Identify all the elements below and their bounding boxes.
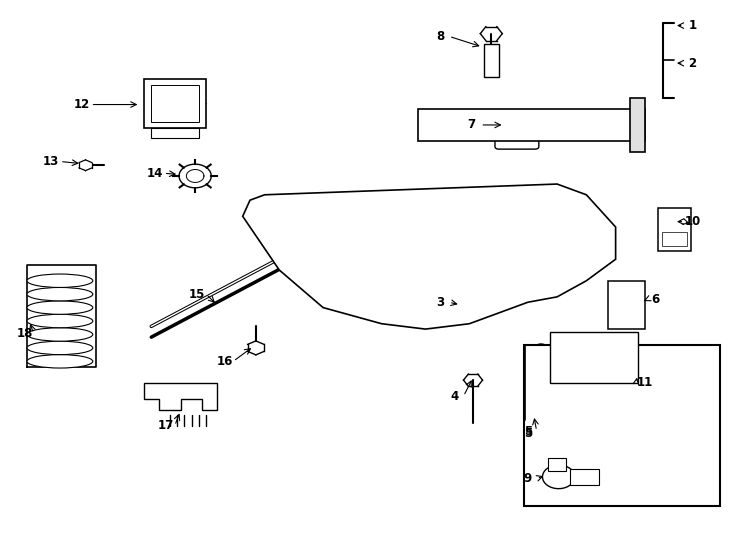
- Bar: [658, 208, 691, 251]
- Text: 4: 4: [451, 390, 459, 403]
- Polygon shape: [418, 109, 645, 141]
- Ellipse shape: [27, 301, 92, 314]
- FancyBboxPatch shape: [495, 112, 539, 149]
- Polygon shape: [484, 44, 498, 77]
- Text: 6: 6: [652, 293, 660, 306]
- Ellipse shape: [534, 357, 548, 366]
- Polygon shape: [243, 184, 616, 329]
- Bar: [661, 232, 687, 246]
- Text: 16: 16: [217, 355, 233, 368]
- Bar: [144, 79, 206, 127]
- Bar: [524, 345, 720, 507]
- Bar: [570, 469, 599, 485]
- Ellipse shape: [534, 344, 548, 352]
- Polygon shape: [631, 98, 645, 152]
- Text: 5: 5: [524, 427, 532, 440]
- Text: 3: 3: [436, 296, 444, 309]
- Text: 2: 2: [688, 57, 697, 70]
- Text: 10: 10: [684, 215, 700, 228]
- Text: 17: 17: [158, 419, 174, 433]
- Text: 9: 9: [524, 472, 532, 485]
- Text: 13: 13: [43, 155, 59, 168]
- Polygon shape: [144, 383, 217, 410]
- Text: 14: 14: [147, 167, 163, 180]
- Text: 5: 5: [524, 424, 532, 437]
- Ellipse shape: [27, 355, 92, 368]
- Bar: [608, 281, 645, 329]
- Text: 18: 18: [17, 327, 33, 340]
- Ellipse shape: [27, 274, 92, 287]
- Ellipse shape: [534, 371, 548, 379]
- Text: 8: 8: [436, 30, 444, 43]
- Text: 7: 7: [468, 118, 476, 131]
- Ellipse shape: [27, 314, 92, 328]
- Bar: [550, 332, 638, 383]
- Ellipse shape: [27, 287, 92, 301]
- Bar: [151, 85, 199, 122]
- Text: 12: 12: [73, 98, 90, 111]
- Text: 15: 15: [189, 288, 206, 301]
- Ellipse shape: [27, 328, 92, 341]
- Bar: [548, 458, 566, 471]
- Ellipse shape: [27, 341, 92, 355]
- Text: 1: 1: [688, 19, 697, 32]
- Polygon shape: [151, 127, 199, 138]
- Text: 11: 11: [636, 376, 653, 389]
